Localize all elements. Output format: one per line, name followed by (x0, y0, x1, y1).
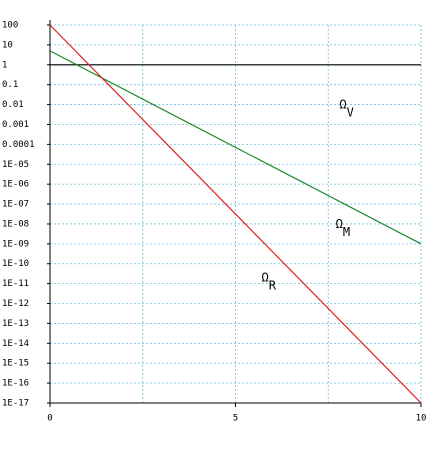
y-tick-label: 1E-10 (2, 259, 29, 269)
annotation-subscript: R (269, 278, 277, 292)
annotation-subscript: V (347, 105, 354, 119)
annotation-symbol: Ω (336, 216, 343, 230)
y-tick-label: 0.0001 (2, 140, 35, 150)
y-tick-label: 1E-05 (2, 160, 29, 170)
y-tick-label: 1E-07 (2, 200, 29, 210)
x-tick-label: 5 (233, 414, 238, 424)
y-tick-label: 1E-08 (2, 219, 29, 229)
annotation: ΩV (339, 97, 353, 119)
y-tick-label: 1E-09 (2, 239, 29, 249)
y-tick-label: 0.001 (2, 120, 29, 130)
x-tick-label: 10 (416, 414, 427, 424)
y-tick-label: 1E-11 (2, 279, 29, 289)
y-tick-label: 10 (2, 40, 13, 50)
annotation-symbol: Ω (261, 270, 268, 284)
y-tick-label: 1E-13 (2, 319, 29, 329)
y-tick-label: 1E-15 (2, 359, 29, 369)
y-tick-label: 1E-16 (2, 379, 29, 389)
annotation: ΩM (336, 216, 350, 238)
annotation-subscript: M (343, 224, 350, 238)
x-tick-label: 0 (47, 414, 52, 424)
y-tick-label: 100 (2, 21, 18, 31)
y-tick-label: 1E-17 (2, 399, 29, 409)
y-tick-label: 1E-12 (2, 299, 29, 309)
annotation: ΩR (261, 270, 276, 292)
y-tick-label: 1E-06 (2, 180, 29, 190)
y-tick-label: 0.01 (2, 100, 24, 110)
y-tick-label: 1E-14 (2, 339, 29, 349)
y-tick-label: 0.1 (2, 80, 18, 90)
annotation-symbol: Ω (339, 97, 346, 111)
y-tick-label: 1 (2, 60, 7, 70)
series-line (49, 50, 422, 245)
series-line (49, 24, 422, 404)
